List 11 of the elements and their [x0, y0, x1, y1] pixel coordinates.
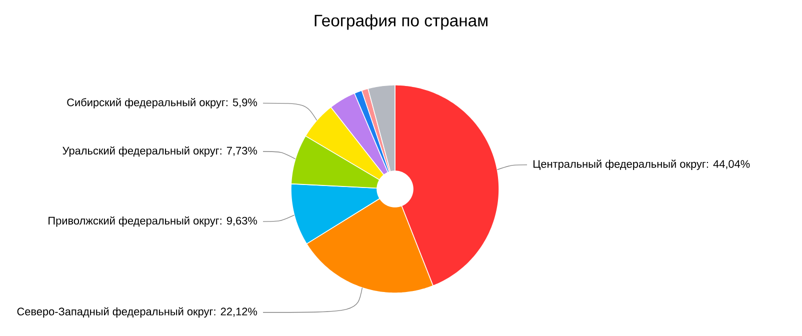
data-label: : 9,63% — [220, 216, 258, 226]
data-label: : 44,04% — [706, 160, 750, 170]
data-label: : 7,73% — [220, 146, 258, 156]
chart-title: География по странам — [314, 14, 488, 30]
slice-label: Сибирский федеральный округ — [67, 98, 226, 108]
slice-label: Северо-Западный федеральный округ — [17, 307, 213, 318]
slice-label: Центральный федеральный округ — [534, 160, 706, 170]
data-label: : 5,9% — [226, 98, 258, 108]
data-label: : 22,12% — [214, 308, 257, 317]
slice-label: Уральский федеральный округ — [62, 146, 219, 157]
slice-label: Приволжский федеральный округ — [48, 216, 219, 227]
